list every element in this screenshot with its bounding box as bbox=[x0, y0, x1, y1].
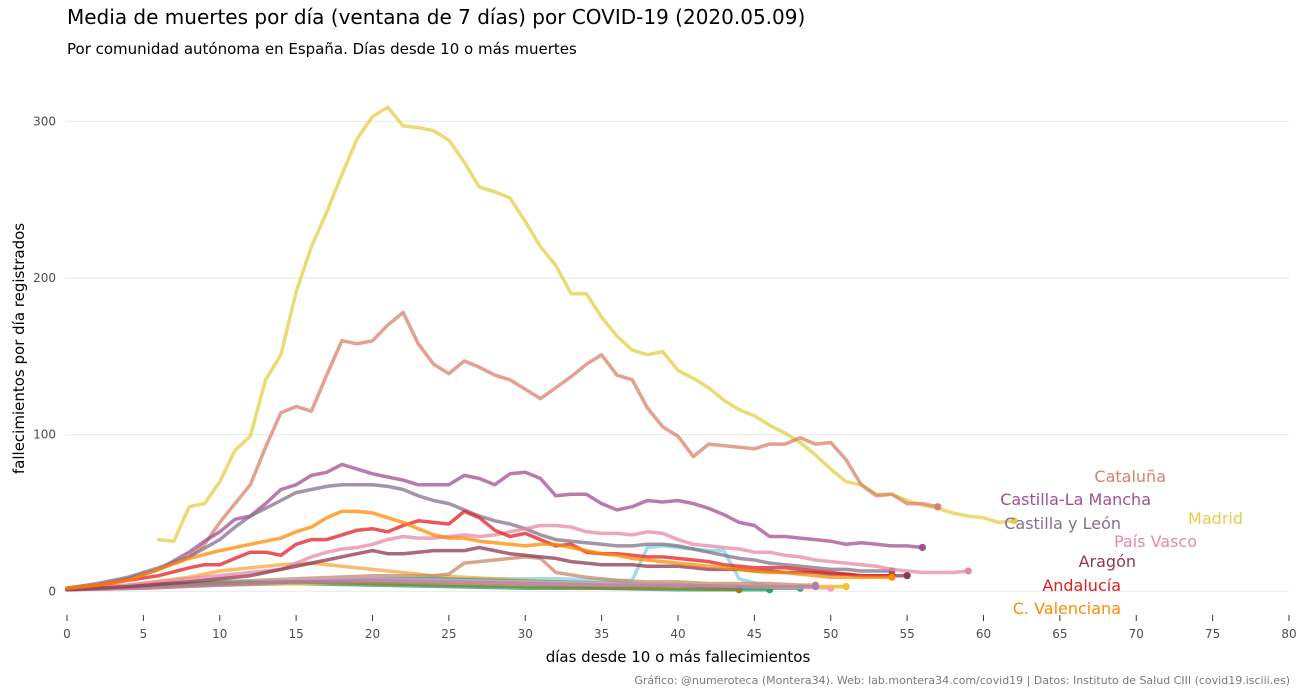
series-end-point-castilla-la-mancha bbox=[918, 543, 927, 552]
series-label: Castilla-La Mancha bbox=[1000, 490, 1151, 509]
y-tick-label: 200 bbox=[33, 271, 56, 285]
x-tick-label: 20 bbox=[365, 627, 380, 641]
x-tick-label: 25 bbox=[441, 627, 456, 641]
y-axis-title: fallecimientos por día registrados bbox=[10, 223, 28, 474]
x-tick-label: 70 bbox=[1129, 627, 1144, 641]
series-end-point-madrid bbox=[1010, 517, 1018, 525]
series-end-point-cataluna bbox=[934, 503, 942, 511]
series-line-andalucia bbox=[65, 509, 894, 590]
x-tick-label: 60 bbox=[976, 627, 991, 641]
series-label: Andalucía bbox=[1042, 576, 1121, 595]
x-tick-label: 10 bbox=[212, 627, 227, 641]
x-tick-label: 75 bbox=[1205, 627, 1220, 641]
series-end-point-series-14 bbox=[842, 583, 850, 591]
chart-subtitle: Por comunidad autónoma en España. Días d… bbox=[67, 40, 577, 58]
y-tick-label: 100 bbox=[33, 428, 56, 442]
chart-title: Media de muertes por día (ventana de 7 d… bbox=[67, 5, 806, 29]
series-line-castilla-la-mancha bbox=[65, 462, 925, 590]
series-line-cataluna bbox=[65, 310, 940, 590]
x-tick-label: 15 bbox=[288, 627, 303, 641]
y-tick-label: 300 bbox=[33, 114, 56, 128]
x-tick-label: 50 bbox=[823, 627, 838, 641]
series-line-castilla-y-leon bbox=[65, 483, 894, 590]
series-label: Madrid bbox=[1188, 509, 1243, 528]
series-label: Cataluña bbox=[1094, 467, 1166, 486]
x-tick-label: 40 bbox=[670, 627, 685, 641]
series-line-madrid bbox=[156, 105, 1016, 543]
series-end-point-series-16 bbox=[811, 583, 820, 591]
x-tick-label: 80 bbox=[1281, 627, 1296, 641]
x-axis-title: días desde 10 o más fallecimientos bbox=[546, 648, 811, 666]
series-label: Aragón bbox=[1079, 552, 1136, 571]
series-end-point-pais-vasco bbox=[964, 567, 972, 575]
series-label: Castilla y León bbox=[1004, 514, 1121, 533]
x-tick-label: 55 bbox=[899, 627, 914, 641]
x-tick-label: 35 bbox=[594, 627, 609, 641]
x-tick-label: 65 bbox=[1052, 627, 1067, 641]
x-tick-label: 5 bbox=[140, 627, 148, 641]
x-tick-label: 30 bbox=[518, 627, 533, 641]
series-end-point-aragon bbox=[903, 572, 911, 580]
chart-caption: Gráfico: @numeroteca (Montera34). Web: l… bbox=[634, 674, 1290, 687]
series-line-series-16 bbox=[65, 578, 818, 592]
y-tick-label: 0 bbox=[48, 584, 56, 598]
series-line-c-valenciana bbox=[65, 509, 894, 590]
series-label: C. Valenciana bbox=[1013, 599, 1121, 618]
series-label: País Vasco bbox=[1114, 532, 1197, 551]
series-end-point-c-valenciana bbox=[888, 573, 896, 581]
series-line-pais-vasco bbox=[65, 523, 970, 590]
x-tick-label: 45 bbox=[747, 627, 762, 641]
x-tick-label: 0 bbox=[63, 627, 71, 641]
